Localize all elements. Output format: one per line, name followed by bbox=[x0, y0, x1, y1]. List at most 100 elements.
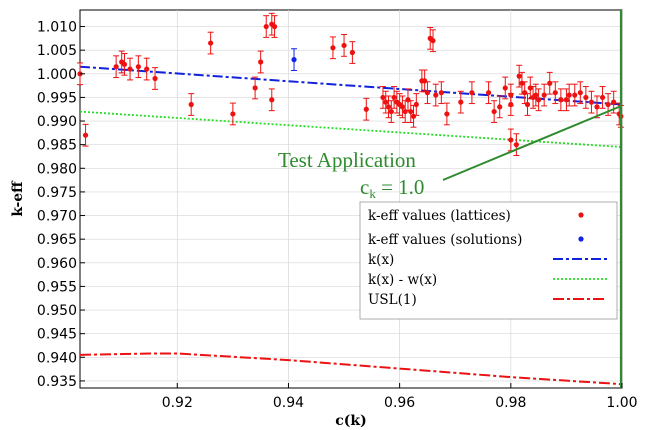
y-tick-label: 0.965 bbox=[37, 232, 77, 248]
data-point bbox=[599, 94, 606, 101]
y-tick-label: 0.990 bbox=[37, 114, 77, 130]
data-point bbox=[410, 113, 417, 119]
data-point bbox=[605, 101, 611, 108]
annotation-pointer bbox=[442, 105, 621, 181]
data-point bbox=[566, 92, 572, 98]
data-point bbox=[430, 38, 436, 44]
data-point bbox=[252, 85, 258, 91]
annotation: Test Application ck = 1.0 bbox=[278, 148, 424, 201]
x-axis-ticks: 0.92 0.94 0.96 0.98 1.00 bbox=[162, 383, 638, 411]
data-point bbox=[408, 108, 414, 115]
legend-label: USL(1) bbox=[368, 292, 417, 308]
data-point bbox=[422, 78, 428, 84]
y-axis-label: k-eff bbox=[10, 180, 26, 217]
data-point bbox=[291, 57, 297, 63]
data-point bbox=[385, 104, 392, 110]
data-point bbox=[527, 85, 533, 91]
data-point bbox=[424, 90, 431, 96]
y-tick-label: 1.005 bbox=[37, 43, 77, 59]
plot-area bbox=[77, 9, 624, 389]
data-point bbox=[258, 59, 264, 65]
data-point bbox=[208, 40, 214, 46]
y-tick-label: 0.980 bbox=[37, 161, 77, 177]
data-point bbox=[269, 97, 275, 103]
annotation-ck-prefix: c bbox=[360, 175, 369, 199]
data-point bbox=[547, 80, 553, 86]
y-tick-label: 0.975 bbox=[37, 185, 77, 201]
plot-background bbox=[79, 9, 623, 389]
legend-label: k(x) - w(x) bbox=[368, 272, 437, 288]
data-point bbox=[611, 99, 617, 105]
data-point bbox=[230, 111, 236, 117]
data-point bbox=[524, 101, 531, 108]
data-point bbox=[263, 23, 269, 30]
data-point bbox=[271, 23, 278, 30]
data-point bbox=[113, 64, 119, 70]
legend: k-eff values (lattices) k-eff values (sol… bbox=[359, 201, 618, 320]
data-point bbox=[388, 108, 394, 115]
series-line bbox=[79, 110, 623, 148]
y-tick-label: 0.960 bbox=[37, 256, 77, 272]
y-tick-label: 0.985 bbox=[37, 138, 77, 154]
x-tick-label: 0.96 bbox=[384, 395, 415, 411]
data-point bbox=[533, 92, 539, 98]
data-point bbox=[127, 66, 133, 72]
y-tick-label: 0.995 bbox=[37, 90, 77, 106]
x-axis-label: c(k) bbox=[335, 413, 366, 429]
data-point bbox=[458, 99, 464, 105]
legend-label: k-eff values (lattices) bbox=[368, 208, 511, 224]
data-point bbox=[152, 75, 158, 82]
y-tick-label: 0.955 bbox=[37, 279, 77, 295]
data-point bbox=[399, 104, 406, 110]
data-point bbox=[391, 94, 397, 101]
data-point bbox=[491, 108, 497, 115]
y-tick-label: 1.000 bbox=[37, 67, 77, 83]
data-point bbox=[563, 97, 570, 103]
data-point bbox=[380, 94, 386, 101]
data-points bbox=[77, 21, 624, 148]
annotation-ck: ck = 1.0 bbox=[360, 175, 424, 201]
data-point bbox=[558, 97, 564, 103]
data-point bbox=[383, 99, 389, 105]
data-point bbox=[536, 97, 542, 103]
data-point bbox=[485, 90, 492, 96]
annotation-title: Test Application bbox=[278, 148, 416, 172]
data-point bbox=[144, 66, 150, 72]
series-line bbox=[79, 352, 623, 386]
data-point bbox=[552, 90, 558, 96]
data-point bbox=[188, 101, 194, 108]
annotation-pointer-line bbox=[442, 105, 621, 181]
data-point bbox=[508, 137, 514, 143]
data-point bbox=[444, 111, 450, 117]
data-point bbox=[413, 101, 419, 108]
data-point bbox=[405, 97, 411, 103]
data-point bbox=[82, 132, 89, 138]
data-point bbox=[135, 64, 141, 70]
data-point bbox=[594, 104, 600, 110]
annotation-ck-sub: k bbox=[369, 186, 376, 201]
data-point bbox=[121, 61, 128, 67]
legend-label: k-eff values (solutions) bbox=[368, 232, 522, 248]
x-tick-label: 0.94 bbox=[273, 395, 304, 411]
legend-label: k(x) bbox=[368, 252, 394, 268]
y-tick-label: 0.940 bbox=[37, 350, 77, 366]
y-tick-label: 0.935 bbox=[37, 374, 77, 390]
data-point bbox=[508, 101, 514, 108]
data-point bbox=[577, 90, 583, 96]
y-tick-label: 0.970 bbox=[37, 209, 77, 225]
data-point bbox=[508, 92, 514, 98]
data-point bbox=[502, 85, 508, 91]
data-point bbox=[469, 90, 475, 96]
data-point bbox=[519, 80, 525, 86]
y-tick-label: 0.945 bbox=[37, 327, 77, 343]
data-point bbox=[588, 99, 595, 105]
data-point bbox=[363, 106, 369, 112]
data-point bbox=[541, 92, 547, 98]
x-tick-label: 0.98 bbox=[495, 395, 526, 411]
data-point bbox=[402, 108, 408, 115]
y-tick-label: 0.950 bbox=[37, 303, 77, 319]
annotation-ck-suffix: = 1.0 bbox=[376, 175, 425, 199]
y-axis-ticks: 0.935 0.940 0.945 0.950 0.955 0.960 0.965 0.970… bbox=[37, 20, 85, 390]
data-point bbox=[516, 73, 522, 79]
